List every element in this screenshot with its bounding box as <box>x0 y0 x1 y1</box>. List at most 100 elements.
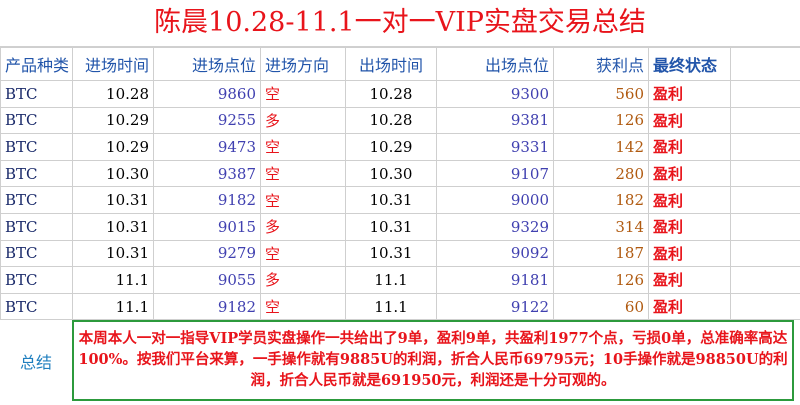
data-row: BTC 10.31 9182 空 10.31 9000 182 盈利 <box>0 186 800 214</box>
cell: 10.29 <box>72 133 154 161</box>
cell: 盈利 <box>648 106 731 135</box>
title: 陈晨10.28-11.1一对一VIP实盘交易总结 <box>0 0 800 47</box>
cell: 60 <box>553 292 649 321</box>
cell: 多 <box>260 212 346 241</box>
cell: BTC <box>0 80 73 108</box>
cell: 11.1 <box>72 292 154 321</box>
data-row: BTC 10.30 9387 空 10.30 9107 280 盈利 <box>0 159 800 188</box>
cell <box>730 106 800 135</box>
cell <box>730 133 800 161</box>
cell: BTC <box>0 266 73 294</box>
data-row: BTC 10.31 9279 空 10.31 9092 187 盈利 <box>0 239 800 268</box>
cell: 9473 <box>153 133 261 161</box>
data-row: BTC 10.31 9015 多 10.31 9329 314 盈利 <box>0 212 800 241</box>
cell <box>730 292 800 321</box>
data-row: BTC 11.1 9182 空 11.1 9122 60 盈利 <box>0 292 800 321</box>
cell: 182 <box>553 186 649 214</box>
cell: 9387 <box>153 159 261 188</box>
cell: 盈利 <box>648 133 731 161</box>
cell: 空 <box>260 80 346 108</box>
cell: 盈利 <box>648 80 731 108</box>
cell: 142 <box>553 133 649 161</box>
cell: 9381 <box>436 106 554 135</box>
cell: 9181 <box>436 266 554 294</box>
cell: 盈利 <box>648 292 731 321</box>
cell: 126 <box>553 106 649 135</box>
data-row: BTC 10.29 9473 空 10.29 9331 142 盈利 <box>0 133 800 161</box>
cell: BTC <box>0 212 73 241</box>
data-row: BTC 10.29 9255 多 10.28 9381 126 盈利 <box>0 106 800 135</box>
summary-text: 本周本人一对一指导VIP学员实盘操作一共给出了9单，盈利9单，共盈利1977个点… <box>72 320 794 401</box>
cell: 获利点 <box>553 47 649 81</box>
cell: 9255 <box>153 106 261 135</box>
cell: 进场方向 <box>260 47 346 81</box>
cell: 盈利 <box>648 266 731 294</box>
cell: 10.29 <box>345 133 437 161</box>
header-row: 产品种类 进场时间 进场点位 进场方向 出场时间 出场点位 获利点 最终状态 <box>0 47 800 81</box>
cell: 187 <box>553 239 649 268</box>
cell: 9329 <box>436 212 554 241</box>
cell: 进场时间 <box>72 47 154 81</box>
cell: 盈利 <box>648 212 731 241</box>
cell: 10.28 <box>72 80 154 108</box>
cell: 空 <box>260 292 346 321</box>
cell: 314 <box>553 212 649 241</box>
cell: 10.30 <box>345 159 437 188</box>
cell: 9122 <box>436 292 554 321</box>
cell: 560 <box>553 80 649 108</box>
cell: 10.31 <box>345 212 437 241</box>
cell: 10.31 <box>72 239 154 268</box>
cell: 10.28 <box>345 80 437 108</box>
data-row: BTC 10.28 9860 空 10.28 9300 560 盈利 <box>0 80 800 108</box>
cell: BTC <box>0 106 73 135</box>
cell: 280 <box>553 159 649 188</box>
summary-label: 总结 <box>19 353 52 372</box>
cell: 空 <box>260 159 346 188</box>
cell: 盈利 <box>648 186 731 214</box>
cell: 进场点位 <box>153 47 261 81</box>
cell: 10.31 <box>72 186 154 214</box>
cell <box>730 159 800 188</box>
cell: 出场点位 <box>436 47 554 81</box>
cell <box>730 186 800 214</box>
cell: BTC <box>0 133 73 161</box>
cell: 10.31 <box>345 186 437 214</box>
cell: 11.1 <box>345 266 437 294</box>
cell: 出场时间 <box>345 47 437 81</box>
cell: 9860 <box>153 80 261 108</box>
data-row: BTC 11.1 9055 多 11.1 9181 126 盈利 <box>0 266 800 294</box>
cell: BTC <box>0 239 73 268</box>
cell: 9015 <box>153 212 261 241</box>
cell: 9300 <box>436 80 554 108</box>
cell: 9182 <box>153 186 261 214</box>
cell: 9279 <box>153 239 261 268</box>
cell <box>730 239 800 268</box>
cell: 10.29 <box>72 106 154 135</box>
cell: 最终状态 <box>648 47 731 81</box>
cell: BTC <box>0 292 73 321</box>
cell: 9331 <box>436 133 554 161</box>
cell: 126 <box>553 266 649 294</box>
cell: 9182 <box>153 292 261 321</box>
cell: 9000 <box>436 186 554 214</box>
cell: 空 <box>260 186 346 214</box>
cell: 10.30 <box>72 159 154 188</box>
cell: 10.31 <box>72 212 154 241</box>
cell: 9107 <box>436 159 554 188</box>
cell: 多 <box>260 106 346 135</box>
cell <box>730 266 800 294</box>
cell: 盈利 <box>648 159 731 188</box>
cell <box>730 212 800 241</box>
cell: 9055 <box>153 266 261 294</box>
cell <box>730 47 800 81</box>
cell <box>730 80 800 108</box>
trade-table: 产品种类 进场时间 进场点位 进场方向 出场时间 出场点位 获利点 最终状态 BTC 10.28 9… <box>0 47 800 321</box>
cell: 11.1 <box>72 266 154 294</box>
cell: 盈利 <box>648 239 731 268</box>
cell: BTC <box>0 186 73 214</box>
cell: BTC <box>0 159 73 188</box>
cell: 多 <box>260 266 346 294</box>
cell: 10.28 <box>345 106 437 135</box>
cell: 产品种类 <box>0 47 73 81</box>
